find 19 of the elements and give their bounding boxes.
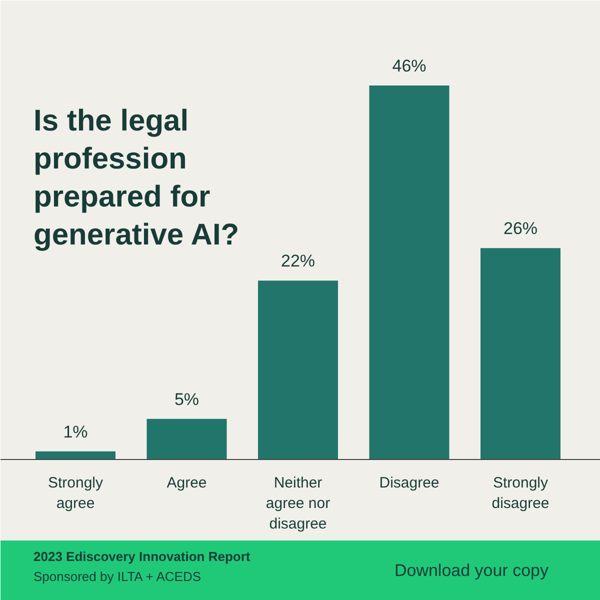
data-label: 26% <box>503 219 538 238</box>
x-tick-label: Strongly agree <box>48 474 104 512</box>
x-tick-label: Agree <box>166 474 207 492</box>
x-tick-label: Neither agree nor disagree <box>266 474 330 532</box>
bar <box>258 280 338 460</box>
text: Sponsored by ILTA + ACEDS <box>34 569 202 584</box>
bar <box>369 86 450 460</box>
x-tick-label: Disagree <box>379 474 440 492</box>
data-label: 1% <box>63 422 88 442</box>
bar <box>480 248 560 460</box>
x-tick-label: Strongly disagree <box>492 474 550 512</box>
bar <box>36 451 116 460</box>
data-label: 46% <box>392 56 426 76</box>
text: Is the legal profession prepared for generative AI? <box>34 104 240 252</box>
text: 2023 Ediscovery Innovation Report <box>34 549 251 564</box>
bar <box>146 418 227 460</box>
text: Download your copy <box>394 561 549 580</box>
data-label: 22% <box>280 252 316 271</box>
data-label: 5% <box>174 390 200 409</box>
